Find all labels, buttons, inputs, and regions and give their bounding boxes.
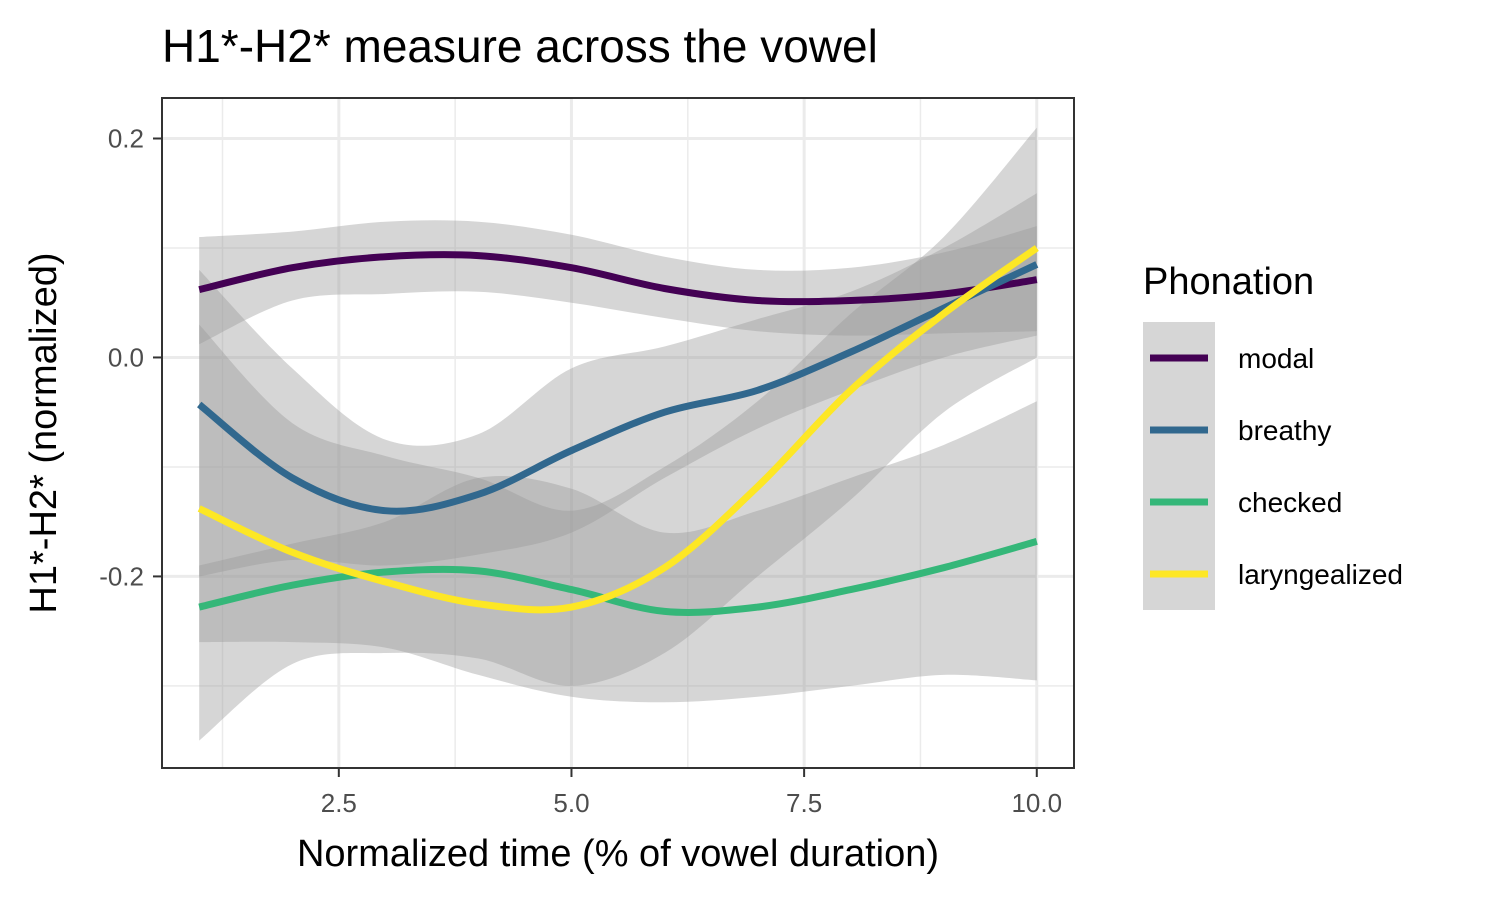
ribbon-checked xyxy=(199,401,1037,703)
y-axis-title: H1*-H2* (normalized) xyxy=(23,252,65,613)
legend: Phonation modal breathy checked laryngealiz… xyxy=(1143,261,1403,610)
x-tick-label: 7.5 xyxy=(786,788,822,818)
x-tick-label: 5.0 xyxy=(553,788,589,818)
legend-label-laryngealized: laryngealized xyxy=(1238,559,1403,590)
legend-label-checked: checked xyxy=(1238,487,1342,518)
legend-key-background xyxy=(1143,322,1215,610)
grid-minor xyxy=(162,98,1074,768)
legend-label-modal: modal xyxy=(1238,343,1314,374)
x-axis-title: Normalized time (% of vowel duration) xyxy=(297,833,939,875)
ribbon-breathy xyxy=(199,193,1037,577)
y-tick-label: 0.2 xyxy=(108,124,144,154)
legend-items: modal breathy checked laryngealized xyxy=(1143,322,1403,610)
legend-title: Phonation xyxy=(1143,261,1314,303)
y-tick-label: 0.0 xyxy=(108,342,144,372)
x-tick-label: 2.5 xyxy=(321,788,357,818)
plot-panel-border xyxy=(161,97,1075,769)
x-tick-label: 10.0 xyxy=(1011,788,1062,818)
series-lines xyxy=(197,245,1039,616)
x-axis-ticks: 2.5 5.0 7.5 10.0 xyxy=(321,768,1062,818)
chart-title: H1*-H2* measure across the vowel xyxy=(162,20,878,72)
series-line-laryngealized xyxy=(197,245,1039,614)
series-line-checked xyxy=(198,538,1038,616)
ribbon-modal xyxy=(199,220,1037,345)
series-line-breathy xyxy=(197,261,1039,515)
y-axis-ticks: -0.2 0.0 0.2 xyxy=(99,124,162,591)
y-tick-label: -0.2 xyxy=(99,561,144,591)
legend-label-breathy: breathy xyxy=(1238,415,1331,446)
series-line-modal xyxy=(198,251,1038,306)
